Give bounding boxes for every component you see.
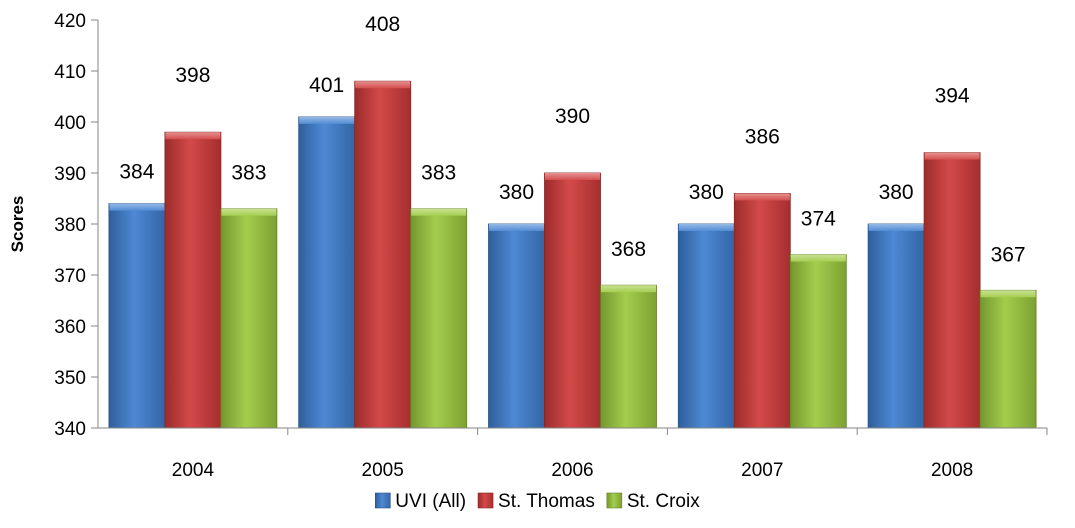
bar	[677, 223, 735, 429]
bar	[789, 254, 847, 429]
bar	[600, 284, 657, 429]
bar-top-bevel	[411, 208, 467, 216]
bar	[354, 80, 412, 429]
bar-top-bevel	[868, 224, 924, 231]
x-tick-label: 2008	[931, 460, 973, 481]
data-labels: 384 398 383 401 408 383 380 390 368 380 386 374 380 3…	[119, 13, 1025, 266]
data-label: 408	[365, 13, 400, 36]
y-tick-label: 420	[54, 11, 86, 32]
bar	[867, 223, 925, 429]
bar-top-bevel	[355, 81, 411, 89]
legend-label: St. Croix	[627, 491, 700, 512]
bar	[488, 223, 545, 429]
y-axis-title: Scores	[8, 196, 27, 253]
y-tick-label: 390	[54, 164, 86, 185]
bar	[108, 203, 166, 429]
bar-top-bevel	[734, 193, 790, 201]
y-tick-label: 360	[54, 317, 86, 338]
bar-top-bevel	[980, 290, 1036, 298]
data-label: 380	[689, 181, 724, 204]
bar-top-bevel	[221, 208, 277, 216]
data-label: 380	[499, 181, 534, 204]
bar-top-bevel	[299, 116, 355, 124]
bar	[544, 172, 601, 429]
x-tick-label: 2007	[741, 460, 783, 481]
data-label: 386	[745, 125, 780, 148]
legend-item: St. Thomas	[477, 491, 595, 512]
data-label: 384	[119, 161, 154, 184]
bar-top-bevel	[790, 254, 846, 262]
y-tick-label: 380	[54, 215, 86, 236]
y-tick-label: 400	[54, 113, 86, 134]
data-label: 383	[231, 162, 266, 185]
bar-top-bevel	[489, 224, 544, 231]
y-tick-label: 350	[54, 368, 86, 389]
bar-top-bevel	[924, 152, 980, 160]
y-tick-label: 410	[54, 62, 86, 83]
bar	[923, 152, 981, 429]
data-label: 367	[991, 243, 1026, 266]
data-label: 374	[801, 208, 836, 231]
data-label: 368	[611, 238, 646, 261]
bar-top-bevel	[165, 132, 221, 140]
x-axis-ticks: 2004 2005 2006 2007 2008	[172, 428, 1048, 481]
data-label: 383	[421, 162, 456, 185]
bar-top-bevel	[601, 285, 656, 293]
bar-top-bevel	[109, 203, 165, 211]
data-label: 380	[879, 181, 914, 204]
x-tick-label: 2006	[551, 460, 593, 481]
data-label: 401	[309, 74, 344, 97]
y-tick-label: 340	[54, 419, 86, 440]
x-tick-label: 2004	[172, 460, 215, 481]
legend-item: St. Croix	[606, 491, 700, 512]
bar	[979, 289, 1037, 429]
y-tick-label: 370	[54, 266, 86, 287]
data-label: 394	[935, 85, 970, 108]
bar	[298, 116, 356, 429]
legend-item: UVI (All)	[374, 491, 466, 512]
legend-label: St. Thomas	[498, 491, 595, 512]
x-tick-label: 2005	[362, 460, 404, 481]
bars	[108, 80, 1037, 429]
bar	[733, 192, 791, 429]
y-axis-ticks: 340 350 360 370 380 390 400 410 420	[54, 11, 98, 440]
data-label: 390	[555, 105, 590, 128]
legend-label: UVI (All)	[395, 491, 466, 512]
bar	[164, 131, 222, 429]
bar-top-bevel	[545, 173, 600, 180]
legend-swatch	[606, 492, 623, 509]
bar	[410, 208, 468, 429]
bar-top-bevel	[678, 224, 734, 231]
bar	[220, 208, 278, 429]
legend-swatch	[477, 492, 494, 509]
legend: UVI (All) St. Thomas St. Croix	[374, 491, 700, 512]
legend-swatch	[374, 492, 391, 509]
data-label: 398	[175, 64, 210, 87]
